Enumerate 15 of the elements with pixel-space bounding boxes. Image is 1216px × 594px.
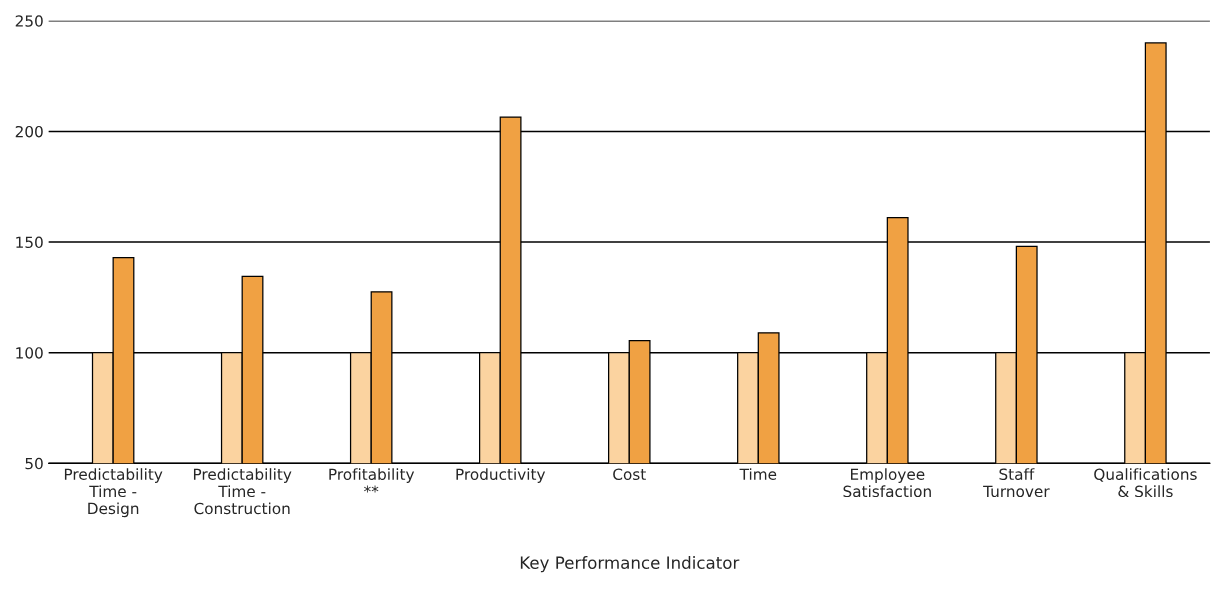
x-tick-label: Qualifications & Skills: [1094, 468, 1197, 498]
x-axis-title: Key Performance Indicator: [520, 556, 740, 573]
x-tick-label: Profitability **: [329, 468, 415, 493]
y-tick-label: 100: [16, 347, 43, 359]
x-tick-label: Staff Turnover: [983, 468, 1050, 498]
x-tick-label: Time: [739, 468, 777, 481]
y-tick-label: 250: [15, 15, 43, 27]
y-tick-label: 200: [15, 125, 43, 138]
x-tick-label: Predictability Time - Design: [64, 468, 163, 518]
y-tick-label: 150: [16, 236, 43, 249]
x-tick-label: Cost: [613, 468, 646, 481]
y-tick-label: 50: [25, 457, 43, 470]
x-tick-label: Employee Satisfaction: [843, 468, 931, 498]
x-tick-label: Predictability Time - Construction: [193, 468, 292, 515]
x-tick-label: Productivity: [456, 468, 546, 483]
